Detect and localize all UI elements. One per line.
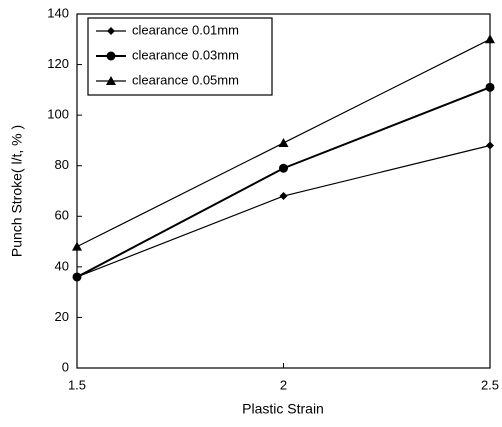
legend-label: clearance 0.01mm (132, 22, 239, 37)
marker (485, 34, 495, 44)
x-tick-label: 2.5 (481, 377, 499, 392)
marker (278, 137, 289, 147)
legend-marker (107, 27, 115, 35)
x-tick-label: 2 (280, 377, 287, 392)
y-tick-label: 80 (55, 157, 69, 172)
marker (279, 163, 288, 173)
marker (279, 192, 288, 201)
y-tick-label: 60 (55, 208, 69, 223)
y-axis-label: Punch Stroke( l/t, % ) (9, 125, 25, 257)
legend-label: clearance 0.03mm (132, 47, 239, 62)
legend-label: clearance 0.05mm (132, 72, 239, 87)
y-tick-label: 40 (55, 258, 69, 273)
x-axis-label: Plastic Strain (242, 401, 324, 417)
marker (485, 82, 495, 92)
marker (72, 272, 82, 282)
series-line (76, 86, 491, 278)
legend-marker (106, 76, 116, 85)
y-tick-label: 20 (55, 309, 69, 324)
y-tick-label: 100 (47, 107, 69, 122)
marker (72, 241, 82, 251)
marker (486, 141, 494, 150)
legend-marker (106, 51, 116, 61)
y-tick-label: 120 (47, 56, 69, 71)
x-tick-label: 1.5 (68, 377, 86, 392)
y-tick-label: 0 (62, 359, 69, 374)
y-tick-label: 140 (47, 5, 69, 20)
